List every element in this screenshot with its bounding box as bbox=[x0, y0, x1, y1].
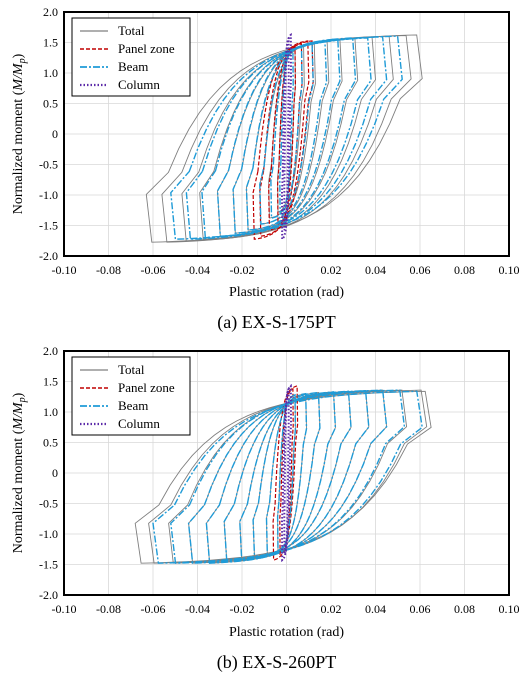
legend-label: Column bbox=[118, 416, 160, 431]
hysteresis-loop bbox=[245, 40, 328, 231]
hysteresis-loop bbox=[185, 35, 388, 240]
hysteresis-loop bbox=[259, 43, 314, 225]
x-tick-label: -0.06 bbox=[141, 263, 166, 277]
legend-label: Panel zone bbox=[118, 41, 175, 56]
x-tick-label: 0.02 bbox=[321, 602, 342, 616]
series-beam bbox=[152, 389, 423, 564]
x-tick-label: 0.06 bbox=[410, 602, 431, 616]
legend-label: Beam bbox=[118, 59, 148, 74]
legend: Total Panel zone Beam Column bbox=[71, 17, 191, 97]
legend-label: Panel zone bbox=[118, 380, 175, 395]
y-axis-label: Normalized moment (M/Mp) bbox=[11, 53, 28, 214]
hysteresis-loop bbox=[259, 40, 310, 237]
hysteresis-loop bbox=[252, 391, 321, 558]
x-tick-label: -0.04 bbox=[185, 263, 210, 277]
chart-caption: (a) EX-S-175PT bbox=[217, 312, 335, 333]
hysteresis-loop bbox=[265, 392, 308, 555]
chart-panel-1: -0.10 -0.08 -0.06 -0.04 -0.02 0 0.02 0.04 0.06 0.… bbox=[11, 344, 520, 673]
x-tick-label: -0.10 bbox=[52, 602, 77, 616]
hysteresis-loop bbox=[252, 40, 314, 240]
hysteresis-loop bbox=[232, 38, 343, 234]
y-axis-label: Normalized moment (M/Mp) bbox=[11, 392, 28, 553]
y-tick-label: 2.0 bbox=[43, 5, 58, 19]
legend-label: Column bbox=[118, 77, 160, 92]
chart-panel-0: -0.10 -0.08 -0.06 -0.04 -0.02 0 0.02 0.04 0.06 0.… bbox=[11, 5, 520, 333]
plot-area bbox=[145, 32, 423, 243]
y-tick-label: -0.5 bbox=[39, 158, 58, 172]
legend: Total Panel zone Beam Column bbox=[71, 356, 191, 436]
x-tick-label: 0.04 bbox=[365, 263, 386, 277]
x-tick-label: -0.06 bbox=[141, 602, 166, 616]
x-tick-label: -0.02 bbox=[230, 263, 255, 277]
legend-label: Total bbox=[118, 362, 145, 377]
y-tick-label: -2.0 bbox=[39, 249, 58, 263]
y-tick-label: 1.5 bbox=[43, 36, 58, 50]
x-tick-label: -0.02 bbox=[230, 602, 255, 616]
x-tick-label: 0.08 bbox=[454, 263, 475, 277]
hysteresis-loop bbox=[205, 389, 370, 564]
y-tick-label: 0 bbox=[52, 127, 58, 141]
legend-label: Total bbox=[118, 23, 145, 38]
hysteresis-loop bbox=[283, 388, 290, 555]
x-tick-label: -0.08 bbox=[96, 263, 121, 277]
y-tick-label: 1.5 bbox=[43, 375, 58, 389]
y-tick-label: -0.5 bbox=[39, 497, 58, 511]
hysteresis-loop bbox=[280, 383, 293, 563]
y-tick-label: 2.0 bbox=[43, 344, 58, 358]
hysteresis-loop bbox=[272, 385, 299, 561]
hysteresis-loop bbox=[270, 46, 303, 219]
x-tick-label: 0 bbox=[284, 602, 290, 616]
y-tick-label: 0.5 bbox=[43, 97, 58, 111]
series-column bbox=[280, 383, 293, 563]
hysteresis-loop bbox=[134, 390, 432, 564]
x-tick-label: 0.10 bbox=[499, 263, 520, 277]
hysteresis-loop bbox=[232, 38, 341, 234]
y-tick-label: -1.0 bbox=[39, 527, 58, 541]
x-tick-label: 0.04 bbox=[365, 602, 386, 616]
y-tick-label: -1.0 bbox=[39, 188, 58, 202]
chart-caption: (b) EX-S-260PT bbox=[217, 652, 337, 673]
series-beam bbox=[170, 35, 403, 240]
hysteresis-loop bbox=[277, 49, 296, 213]
hysteresis-loop bbox=[223, 390, 352, 561]
y-tick-label: 0 bbox=[52, 466, 58, 480]
y-tick-label: 0.5 bbox=[43, 436, 58, 450]
plot-area bbox=[134, 383, 432, 564]
x-tick-label: -0.08 bbox=[96, 602, 121, 616]
x-tick-label: 0.10 bbox=[499, 602, 520, 616]
x-tick-label: 0.08 bbox=[454, 602, 475, 616]
x-tick-label: -0.10 bbox=[52, 263, 77, 277]
hysteresis-loop bbox=[161, 35, 412, 243]
y-tick-label: 1.0 bbox=[43, 66, 58, 80]
x-tick-label: 0.02 bbox=[321, 263, 342, 277]
hysteresis-loop bbox=[152, 390, 423, 564]
y-tick-label: -1.5 bbox=[39, 558, 58, 572]
x-tick-label: 0 bbox=[284, 263, 290, 277]
y-tick-label: -1.5 bbox=[39, 219, 58, 233]
plot-frame bbox=[63, 11, 510, 257]
x-tick-label: 0.06 bbox=[410, 263, 431, 277]
series-column bbox=[280, 32, 293, 242]
y-tick-label: -2.0 bbox=[39, 588, 58, 602]
plot-frame bbox=[63, 350, 510, 596]
legend-label: Beam bbox=[118, 398, 148, 413]
hysteresis-loop bbox=[170, 35, 403, 240]
y-tick-label: 1.0 bbox=[43, 405, 58, 419]
hysteresis-loop bbox=[145, 34, 423, 243]
x-tick-label: -0.04 bbox=[185, 602, 210, 616]
x-axis-label: Plastic rotation (rad) bbox=[229, 285, 344, 300]
x-axis-label: Plastic rotation (rad) bbox=[229, 625, 344, 640]
hysteresis-loop bbox=[187, 389, 388, 564]
